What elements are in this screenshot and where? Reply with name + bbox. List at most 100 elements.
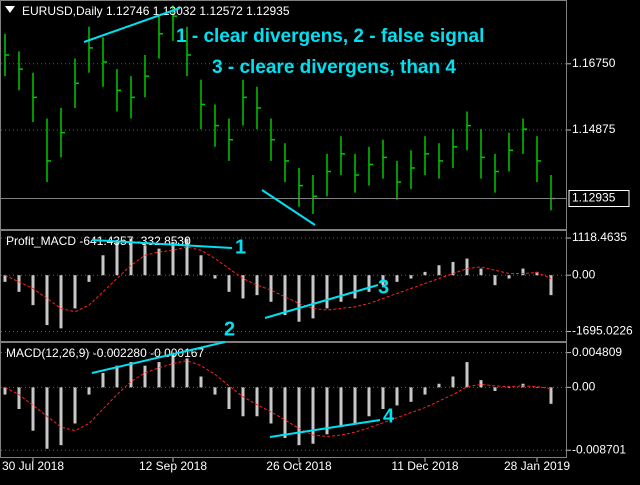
- histogram-bar: [535, 387, 539, 388]
- histogram-bar: [171, 241, 175, 276]
- histogram-bar: [241, 387, 245, 417]
- histogram-bar: [241, 275, 245, 299]
- histogram-bar: [269, 387, 273, 424]
- signal-line: [4, 360, 552, 437]
- histogram-bar: [87, 275, 91, 282]
- histogram-bar: [59, 387, 63, 446]
- histogram-bar: [465, 258, 469, 276]
- histogram-bar: [31, 275, 35, 306]
- histogram-bar: [143, 245, 147, 276]
- histogram-bar: [521, 268, 525, 276]
- histogram-bar: [423, 271, 427, 276]
- histogram-bar: [283, 275, 287, 316]
- panel-frames: [0, 0, 567, 458]
- y-tick-label: 0.00: [572, 267, 596, 281]
- histogram-bar: [143, 365, 147, 388]
- trend-line: [91, 239, 233, 249]
- histogram-bar: [157, 362, 161, 388]
- histogram-bar: [395, 387, 399, 406]
- histogram-bar: [73, 275, 77, 309]
- histogram-bar: [451, 261, 455, 276]
- trend-line: [91, 341, 226, 374]
- histogram-bar: [129, 238, 133, 276]
- histogram-bar: [185, 238, 189, 276]
- drawings: [83, 7, 381, 438]
- histogram-bar: [185, 358, 189, 388]
- histogram-bar: [549, 387, 553, 404]
- trend-line: [261, 189, 316, 226]
- menu-triangle[interactable]: [5, 6, 15, 13]
- histogram-bar: [493, 387, 497, 391]
- marker: 4: [383, 405, 395, 427]
- y-tick-label: 0.004809: [572, 345, 622, 359]
- histogram-bar: [381, 275, 385, 286]
- annotation: 1 - clear divergens, 2 - false signal: [176, 26, 484, 47]
- last-price-box: [568, 190, 630, 208]
- y-tick-label: 1118.4635: [572, 230, 627, 244]
- histogram-bar: [73, 387, 77, 424]
- histogram-bar: [353, 275, 357, 299]
- marker: 2: [224, 318, 235, 340]
- histogram-bar: [297, 387, 301, 446]
- annotation: 3 - cleare divergens, than 4: [212, 57, 456, 78]
- histogram-bar: [493, 275, 497, 286]
- histogram-bar: [311, 275, 315, 319]
- histogram-bar: [17, 387, 21, 410]
- histogram-bar: [381, 387, 385, 410]
- macd-title: MACD(12,26,9) -0.002280 -0.000167: [6, 346, 204, 360]
- histogram-bar: [227, 387, 231, 410]
- histogram-bar: [227, 275, 231, 292]
- marker: 1: [235, 236, 246, 258]
- macd-frame: [0, 342, 567, 458]
- histogram-bar: [479, 380, 483, 388]
- histogram-bar: [437, 265, 441, 276]
- y-tick-label: -1695.0226: [572, 324, 633, 338]
- histogram-bar: [115, 365, 119, 388]
- price-title: EURUSD,Daily 1.12746 1.13032 1.12572 1.1…: [22, 4, 290, 18]
- histogram-bar: [409, 275, 413, 279]
- histogram-bar: [535, 271, 539, 276]
- histogram-bar: [59, 275, 63, 329]
- histogram-bar: [367, 275, 371, 292]
- x-tick-label: 12 Sep 2018: [139, 459, 207, 473]
- histogram-bar: [255, 387, 259, 417]
- histogram-bar: [3, 387, 7, 395]
- histogram-bar: [269, 275, 273, 302]
- histogram-bar: [157, 248, 161, 276]
- histogram-bar: [549, 275, 553, 296]
- histogram-bar: [199, 255, 203, 276]
- histogram-bar: [451, 376, 455, 388]
- histogram-bar: [395, 275, 399, 282]
- histogram-bar: [255, 275, 259, 296]
- histogram-bar: [507, 275, 511, 279]
- y-tick-label: 1.14875: [572, 122, 616, 136]
- histogram-bar: [339, 387, 343, 428]
- price-frame: [0, 0, 567, 230]
- histogram-bar: [423, 387, 427, 395]
- histogram-bar: [3, 275, 7, 282]
- histogram-bar: [325, 275, 329, 309]
- histogram-bar: [45, 387, 49, 449]
- trend-line: [269, 419, 381, 438]
- histogram-bar: [45, 275, 49, 326]
- histogram-bar: [171, 354, 175, 388]
- histogram-bar: [465, 362, 469, 388]
- histogram-bar: [31, 387, 35, 431]
- profit-macd-frame: [0, 230, 567, 342]
- histogram-bar: [199, 376, 203, 388]
- histogram-bar: [339, 275, 343, 302]
- histogram-bar: [101, 255, 105, 276]
- histogram-bar: [479, 268, 483, 276]
- y-tick-label: -0.008701: [572, 442, 626, 456]
- histogram-bar: [129, 362, 133, 388]
- histogram-bar: [437, 383, 441, 388]
- trend-line: [83, 7, 181, 43]
- last-price-label: 1.12935: [572, 191, 616, 205]
- histogram-bar: [283, 387, 287, 438]
- x-tick-label: 28 Jan 2019: [504, 459, 570, 473]
- histogram-bar: [101, 372, 105, 388]
- histogram-bar: [311, 387, 315, 444]
- histogram-bar: [507, 387, 511, 388]
